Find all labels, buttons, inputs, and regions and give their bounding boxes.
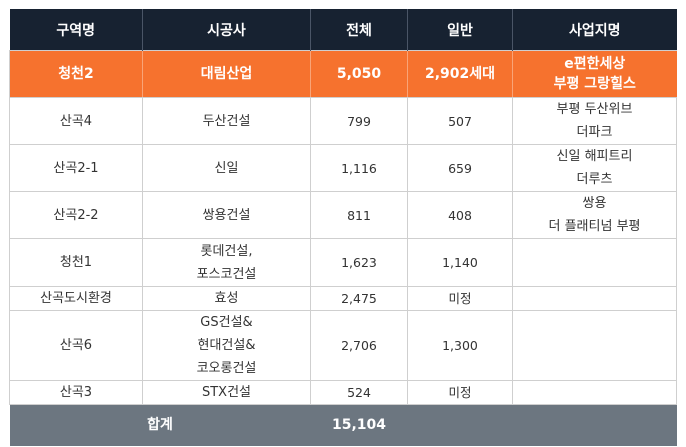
- table-row: 산곡2-2 쌍용건설 811 408 쌍용 더 플래티넘 부평: [9, 191, 677, 239]
- total-cell: 2,475: [310, 286, 408, 311]
- zone-cell: 청천1: [9, 238, 143, 287]
- builder-cell: GS건설& 현대건설& 코오롱건설: [142, 310, 311, 381]
- general-cell: 1,140: [407, 238, 513, 287]
- project-cell: [512, 238, 677, 287]
- total-value: 15,104: [310, 404, 408, 446]
- builder-cell: 롯데건설, 포스코건설: [142, 238, 311, 287]
- project-line: 부평 두산위브: [556, 102, 633, 117]
- project-line: 쌍용: [582, 196, 607, 211]
- total-cell: 799: [310, 97, 408, 145]
- total-cell: 811: [310, 191, 408, 239]
- project-cell: [512, 380, 677, 405]
- highlight-total: 5,050: [310, 50, 408, 98]
- builder-line: 효성: [214, 291, 239, 306]
- highlight-zone: 청천2: [9, 50, 143, 98]
- zone-cell: 산곡2-2: [9, 191, 143, 239]
- project-cell: 신일 해피트리 더루츠: [512, 144, 677, 192]
- project-cell: [512, 286, 677, 311]
- general-cell: 미정: [407, 286, 513, 311]
- total-empty: [407, 404, 513, 446]
- builder-line: 롯데건설,: [200, 243, 253, 259]
- header-builder: 시공사: [142, 9, 311, 51]
- total-cell: 1,623: [310, 238, 408, 287]
- zone-cell: 산곡6: [9, 310, 143, 381]
- project-line: 더루츠: [576, 172, 613, 187]
- builder-line: 코오롱건설: [196, 361, 257, 376]
- zone-cell: 산곡4: [9, 97, 143, 145]
- total-cell: 1,116: [310, 144, 408, 192]
- total-cell: 2,706: [310, 310, 408, 381]
- total-empty: [512, 404, 677, 446]
- general-cell: 408: [407, 191, 513, 239]
- project-cell: [512, 310, 677, 381]
- table-row: 산곡도시환경 효성 2,475 미정: [9, 286, 677, 311]
- general-cell: 미정: [407, 380, 513, 405]
- highlight-project-line: e편한세상: [564, 56, 626, 72]
- builder-line: STX건설: [201, 385, 252, 400]
- project-line: 신일 해피트리: [556, 149, 633, 164]
- builder-line: 포스코건설: [196, 266, 257, 282]
- builder-cell: 효성: [142, 286, 311, 311]
- project-line: 더파크: [576, 125, 613, 140]
- table-row: 산곡3 STX건설 524 미정: [9, 380, 677, 405]
- zone-cell: 산곡3: [9, 380, 143, 405]
- table-header: 구역명 시공사 전체 일반 사업지명: [9, 9, 677, 51]
- total-label: 합계: [9, 404, 311, 446]
- general-cell: 507: [407, 97, 513, 145]
- highlight-project-line: 부평 그랑힐스: [553, 76, 636, 92]
- total-row: 합계 15,104: [9, 404, 677, 446]
- header-total: 전체: [310, 9, 408, 51]
- total-cell: 524: [310, 380, 408, 405]
- highlight-builder: 대림산업: [142, 50, 311, 98]
- builder-cell: 두산건설: [142, 97, 311, 145]
- highlight-project: e편한세상 부평 그랑힐스: [512, 50, 677, 98]
- housing-supply-table: 구역명 시공사 전체 일반 사업지명 청천2 대림산업 5,050 2,902세…: [9, 9, 677, 446]
- general-cell: 1,300: [407, 310, 513, 381]
- housing-supply-table-container: 구역명 시공사 전체 일반 사업지명 청천2 대림산업 5,050 2,902세…: [9, 9, 677, 446]
- table-row: 산곡6 GS건설& 현대건설& 코오롱건설 2,706 1,300: [9, 310, 677, 381]
- header-project: 사업지명: [512, 9, 677, 51]
- table-row: 산곡2-1 신일 1,116 659 신일 해피트리 더루츠: [9, 144, 677, 192]
- general-cell: 659: [407, 144, 513, 192]
- builder-line: 현대건설&: [197, 338, 256, 353]
- project-cell: 부평 두산위브 더파크: [512, 97, 677, 145]
- table-row: 산곡4 두산건설 799 507 부평 두산위브 더파크: [9, 97, 677, 145]
- header-zone: 구역명: [9, 9, 143, 51]
- table-row: 청천1 롯데건설, 포스코건설 1,623 1,140: [9, 238, 677, 287]
- builder-line: 두산건설: [202, 113, 251, 129]
- project-cell: 쌍용 더 플래티넘 부평: [512, 191, 677, 239]
- highlight-row: 청천2 대림산업 5,050 2,902세대 e편한세상 부평 그랑힐스: [9, 50, 677, 98]
- builder-line: 신일: [214, 160, 239, 176]
- zone-cell: 산곡도시환경: [9, 286, 143, 311]
- builder-cell: STX건설: [142, 380, 311, 405]
- highlight-general: 2,902세대: [407, 50, 513, 98]
- header-general: 일반: [407, 9, 513, 51]
- builder-cell: 신일: [142, 144, 311, 192]
- builder-cell: 쌍용건설: [142, 191, 311, 239]
- project-line: 더 플래티넘 부평: [548, 219, 641, 234]
- builder-line: 쌍용건설: [202, 207, 251, 223]
- zone-cell: 산곡2-1: [9, 144, 143, 192]
- builder-line: GS건설&: [200, 315, 253, 330]
